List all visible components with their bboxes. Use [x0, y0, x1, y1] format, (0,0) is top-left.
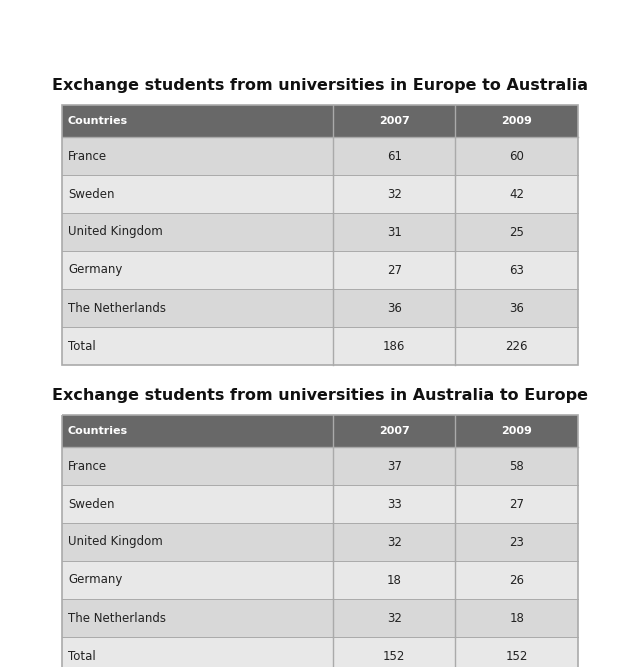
Text: France: France: [68, 460, 107, 472]
Bar: [62, 415, 578, 447]
Text: 60: 60: [509, 149, 524, 163]
Text: 152: 152: [383, 650, 405, 662]
Text: 32: 32: [387, 612, 402, 624]
Text: 33: 33: [387, 498, 401, 510]
Text: Total: Total: [68, 340, 96, 352]
Text: 226: 226: [506, 340, 528, 352]
Text: Germany: Germany: [68, 263, 122, 277]
Text: Total: Total: [68, 650, 96, 662]
Bar: [62, 415, 578, 667]
Bar: [62, 561, 578, 599]
Text: The Netherlands: The Netherlands: [68, 612, 166, 624]
Text: Sweden: Sweden: [68, 187, 115, 201]
Bar: [62, 213, 578, 251]
Text: 61: 61: [387, 149, 402, 163]
Text: Germany: Germany: [68, 574, 122, 586]
Text: 32: 32: [387, 187, 402, 201]
Text: 2007: 2007: [379, 426, 410, 436]
Bar: [62, 637, 578, 667]
Text: 27: 27: [509, 498, 524, 510]
Text: 36: 36: [509, 301, 524, 315]
Text: Exchange students from universities in Europe to Australia: Exchange students from universities in E…: [52, 78, 588, 93]
Text: Exchange students from universities in Australia to Europe: Exchange students from universities in A…: [52, 388, 588, 403]
Bar: [62, 523, 578, 561]
Bar: [62, 599, 578, 637]
Text: 37: 37: [387, 460, 402, 472]
Text: 18: 18: [387, 574, 402, 586]
Text: 23: 23: [509, 536, 524, 548]
Bar: [62, 175, 578, 213]
Text: 25: 25: [509, 225, 524, 239]
Bar: [62, 251, 578, 289]
Bar: [62, 137, 578, 175]
Text: 2009: 2009: [501, 426, 532, 436]
Text: France: France: [68, 149, 107, 163]
Text: United Kingdom: United Kingdom: [68, 225, 163, 239]
Text: Countries: Countries: [68, 426, 128, 436]
Text: 18: 18: [509, 612, 524, 624]
Text: 2009: 2009: [501, 116, 532, 126]
Text: The Netherlands: The Netherlands: [68, 301, 166, 315]
Bar: [62, 289, 578, 327]
Text: 63: 63: [509, 263, 524, 277]
Text: 2007: 2007: [379, 116, 410, 126]
Text: Countries: Countries: [68, 116, 128, 126]
Text: 58: 58: [509, 460, 524, 472]
Bar: [62, 447, 578, 485]
Text: 186: 186: [383, 340, 405, 352]
Bar: [62, 105, 578, 137]
Text: 32: 32: [387, 536, 402, 548]
Text: 26: 26: [509, 574, 524, 586]
Text: 31: 31: [387, 225, 402, 239]
Text: 42: 42: [509, 187, 524, 201]
Text: 27: 27: [387, 263, 402, 277]
Text: 152: 152: [506, 650, 528, 662]
Text: Sweden: Sweden: [68, 498, 115, 510]
Text: 36: 36: [387, 301, 402, 315]
Bar: [62, 327, 578, 365]
Text: United Kingdom: United Kingdom: [68, 536, 163, 548]
Bar: [62, 485, 578, 523]
Bar: [62, 105, 578, 365]
